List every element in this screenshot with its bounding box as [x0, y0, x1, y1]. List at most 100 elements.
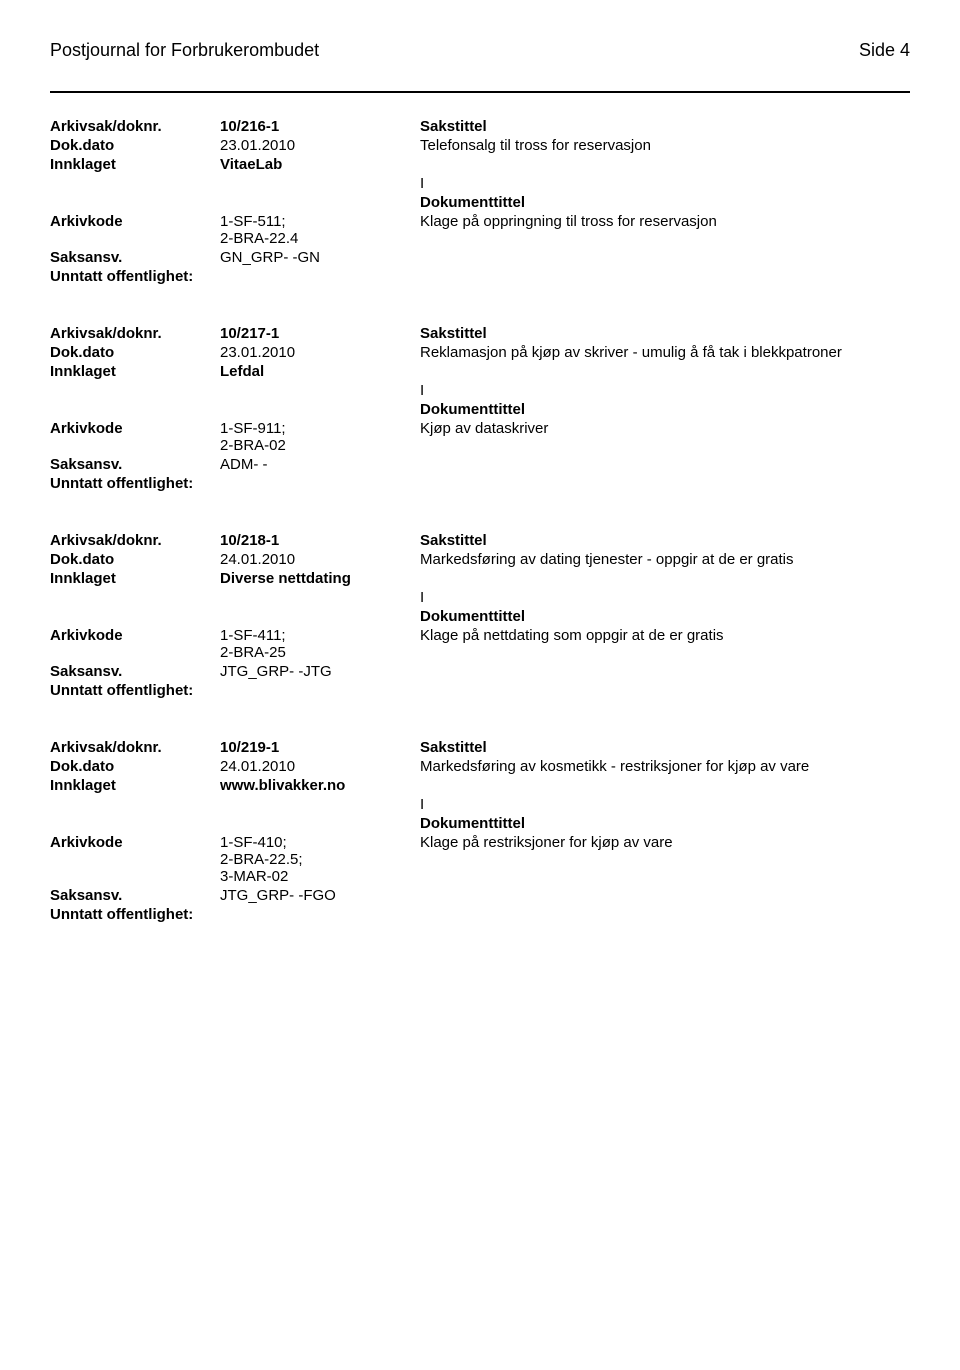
dokumenttittel-label: Dokumenttittel	[420, 194, 525, 211]
field-mid: VitaeLab	[220, 156, 420, 173]
record-row: Dok.dato23.01.2010Reklamasjon på kjøp av…	[50, 344, 910, 361]
field-mid: 10/217-1	[220, 325, 420, 342]
field-label: Arkivsak/doknr.	[50, 118, 220, 135]
record: Arkivsak/doknr.10/216-1 Sakstittel Dok.dat…	[50, 118, 910, 285]
field-mid: 1-SF-511; 2-BRA-22.4	[220, 213, 420, 247]
dokument-text: Klage på oppringning til tross for reser…	[420, 213, 717, 230]
record-row: I	[50, 382, 910, 399]
field-mid: www.blivakker.no	[220, 777, 420, 794]
record-row: Dok.dato24.01.2010Markedsføring av datin…	[50, 551, 910, 568]
dokumenttittel-label: Dokumenttittel	[420, 815, 525, 832]
record-row: Unntatt offentlighet:	[50, 906, 910, 923]
record-row: Dokumenttittel	[50, 608, 910, 625]
record-row: InnklagetDiverse nettdating	[50, 570, 910, 587]
record-row: I	[50, 175, 910, 192]
field-label: Unntatt offentlighet:	[50, 475, 220, 492]
field-label: Saksansv.	[50, 887, 220, 904]
field-mid: 10/216-1	[220, 118, 420, 135]
record-row: Arkivsak/doknr.10/217-1 Sakstittel	[50, 325, 910, 342]
field-label: Dok.dato	[50, 344, 220, 361]
field-right: Klage på nettdating som oppgir at de er …	[420, 627, 910, 644]
dokdato-value: 23.01.2010	[220, 344, 295, 361]
sakstittel-label: Sakstittel	[420, 739, 487, 756]
doknr-value: 10/219-1	[220, 739, 279, 756]
doknr-value: 10/216-1	[220, 118, 279, 135]
field-label: Innklaget	[50, 777, 220, 794]
field-mid: JTG_GRP- -FGO	[220, 887, 420, 904]
record-row: I	[50, 796, 910, 813]
record-row: Unntatt offentlighet:	[50, 475, 910, 492]
field-right: Sakstittel	[420, 739, 910, 756]
sakstittel-text: Telefonsalg til tross for reservasjon	[420, 137, 651, 154]
field-mid: GN_GRP- -GN	[220, 249, 420, 266]
arkivkode-value: 1-SF-411; 2-BRA-25	[220, 627, 286, 661]
field-right: Dokumenttittel	[420, 401, 910, 418]
record-row: Saksansv.JTG_GRP- -JTG	[50, 663, 910, 680]
record-row: Dok.dato24.01.2010Markedsføring av kosme…	[50, 758, 910, 775]
field-right: Dokumenttittel	[420, 815, 910, 832]
page-number: Side 4	[859, 40, 910, 61]
field-right: Sakstittel	[420, 118, 910, 135]
field-label: Innklaget	[50, 363, 220, 380]
record-row: Arkivsak/doknr.10/219-1Sakstittel	[50, 739, 910, 756]
record-row: InnklagetLefdal	[50, 363, 910, 380]
field-mid: 24.01.2010	[220, 758, 420, 775]
dokumenttittel-label: Dokumenttittel	[420, 608, 525, 625]
record-row: Arkivkode1-SF-410; 2-BRA-22.5; 3-MAR-02 K…	[50, 834, 910, 885]
field-right: Sakstittel	[420, 325, 910, 342]
field-label: Innklaget	[50, 570, 220, 587]
saksansv-value: JTG_GRP- -FGO	[220, 887, 336, 904]
field-label: Saksansv.	[50, 663, 220, 680]
field-right: I	[420, 796, 910, 813]
dokumenttittel-label: Dokumenttittel	[420, 401, 525, 418]
field-right: Dokumenttittel	[420, 608, 910, 625]
field-label: Unntatt offentlighet:	[50, 682, 220, 699]
field-label: Arkivkode	[50, 834, 220, 851]
field-label: Arkivsak/doknr.	[50, 325, 220, 342]
field-right: I	[420, 589, 910, 606]
record-row: Arkivkode1-SF-911; 2-BRA-02Kjøp av datas…	[50, 420, 910, 454]
record-row: I	[50, 589, 910, 606]
dokdato-value: 23.01.2010	[220, 137, 295, 154]
field-mid: 1-SF-911; 2-BRA-02	[220, 420, 420, 454]
records-container: Arkivsak/doknr.10/216-1SakstittelDok.dat…	[50, 118, 910, 923]
record-row: Dokumenttittel	[50, 815, 910, 832]
record: Arkivsak/doknr.10/218-1SakstittelDok.dat…	[50, 532, 910, 699]
innklaget-value: www.blivakker.no	[220, 777, 345, 794]
field-right: Sakstittel	[420, 532, 910, 549]
record-row: Arkivsak/doknr.10/216-1 Sakstittel	[50, 118, 910, 135]
dokdato-value: 24.01.2010	[220, 758, 295, 775]
record-row: Dok.dato23.01.2010Telefonsalg til tross …	[50, 137, 910, 154]
field-label: Dok.dato	[50, 758, 220, 775]
field-mid: 10/219-1	[220, 739, 420, 756]
field-mid: 24.01.2010	[220, 551, 420, 568]
field-label: Unntatt offentlighet:	[50, 268, 220, 285]
field-label: Arkivkode	[50, 627, 220, 644]
record-row: Arkivkode1-SF-411; 2-BRA-25 Klage på nett…	[50, 627, 910, 661]
arkivkode-value: 1-SF-410; 2-BRA-22.5; 3-MAR-02	[220, 834, 303, 885]
field-label: Saksansv.	[50, 249, 220, 266]
sakstittel-label: Sakstittel	[420, 118, 487, 135]
field-label: Unntatt offentlighet:	[50, 906, 220, 923]
field-mid: 1-SF-410; 2-BRA-22.5; 3-MAR-02	[220, 834, 420, 885]
field-label: Arkivkode	[50, 420, 220, 437]
dokdato-value: 24.01.2010	[220, 551, 295, 568]
sakstittel-label: Sakstittel	[420, 532, 487, 549]
record-row: Dokumenttittel	[50, 401, 910, 418]
page-header: Postjournal for Forbrukerombudet Side 4	[50, 40, 910, 61]
field-label: Saksansv.	[50, 456, 220, 473]
field-right: Klage på oppringning til tross for reser…	[420, 213, 910, 230]
innklaget-value: Lefdal	[220, 363, 264, 380]
doknr-value: 10/217-1	[220, 325, 279, 342]
record: Arkivsak/doknr.10/217-1 Sakstittel Dok.dat…	[50, 325, 910, 492]
field-label: Innklaget	[50, 156, 220, 173]
field-label: Arkivsak/doknr.	[50, 532, 220, 549]
record-row: Arkivkode1-SF-511; 2-BRA-22.4Klage på op…	[50, 213, 910, 247]
dokument-text: Klage på restriksjoner for kjøp av vare	[420, 834, 673, 851]
field-mid: JTG_GRP- -JTG	[220, 663, 420, 680]
record: Arkivsak/doknr.10/219-1SakstittelDok.dat…	[50, 739, 910, 923]
record-row: Unntatt offentlighet:	[50, 682, 910, 699]
record-row: Saksansv.GN_GRP- -GN	[50, 249, 910, 266]
doc-type: I	[420, 589, 424, 606]
sakstittel-label: Sakstittel	[420, 325, 487, 342]
